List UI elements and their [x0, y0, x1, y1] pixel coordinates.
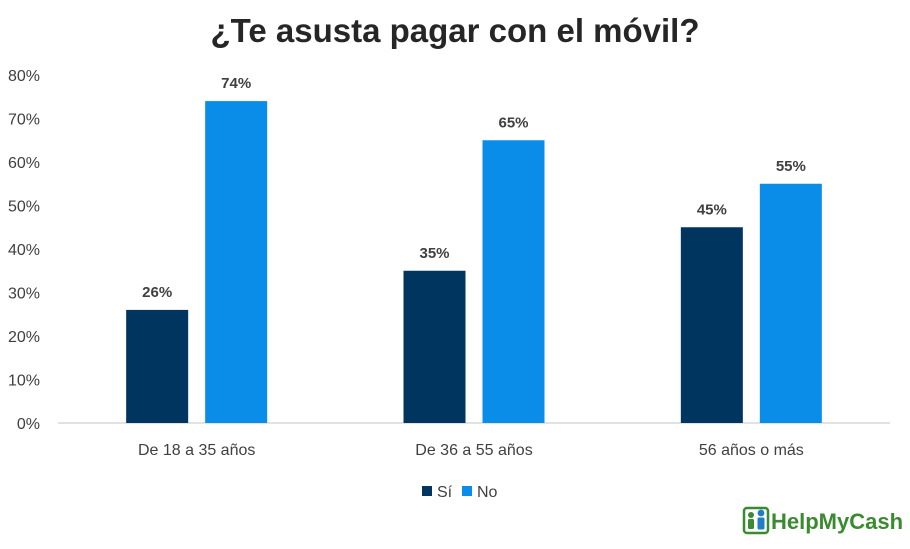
- y-tick-label: 70%: [8, 112, 40, 129]
- y-tick-label: 50%: [8, 199, 40, 216]
- bars: [126, 101, 822, 423]
- bar-no-2: [482, 140, 545, 423]
- people-icon: [742, 506, 770, 535]
- data-label: 74%: [221, 75, 251, 92]
- y-axis-ticks: 0% 10% 20% 30% 40% 50% 60% 70% 80%: [8, 68, 40, 433]
- brand-logo: HelpMyCash: [742, 506, 903, 535]
- y-tick-label: 20%: [8, 329, 40, 346]
- chart-title: ¿Te asusta pagar con el móvil?: [210, 12, 699, 49]
- bar-no-1: [205, 101, 268, 423]
- legend: Sí No: [422, 484, 498, 501]
- data-label: 35%: [419, 245, 449, 262]
- y-tick-label: 40%: [8, 242, 40, 259]
- y-tick-label: 30%: [8, 286, 40, 303]
- y-tick-label: 60%: [8, 155, 40, 172]
- data-label: 55%: [776, 158, 806, 175]
- category-label: 56 años o más: [699, 442, 804, 459]
- legend-label-si: Sí: [437, 484, 453, 501]
- brand-name: HelpMyCash: [771, 509, 903, 534]
- data-labels: 26% 74% 35% 65% 45% 55%: [142, 75, 806, 301]
- y-tick-label: 0%: [17, 416, 40, 433]
- legend-label-no: No: [477, 484, 498, 501]
- y-tick-label: 80%: [8, 68, 40, 85]
- data-label: 65%: [498, 114, 528, 131]
- legend-swatch-no: [462, 486, 472, 496]
- bar-si-3: [680, 227, 743, 423]
- bar-si-1: [126, 309, 189, 423]
- bar-no-3: [759, 183, 822, 423]
- category-label: De 18 a 35 años: [138, 442, 255, 459]
- legend-swatch-si: [422, 486, 432, 496]
- category-labels: De 18 a 35 años De 36 a 55 años 56 años o …: [138, 442, 804, 459]
- y-tick-label: 10%: [8, 373, 40, 390]
- data-label: 26%: [142, 284, 172, 301]
- category-label: De 36 a 55 años: [415, 442, 532, 459]
- bar-si-2: [403, 270, 466, 423]
- data-label: 45%: [697, 201, 727, 218]
